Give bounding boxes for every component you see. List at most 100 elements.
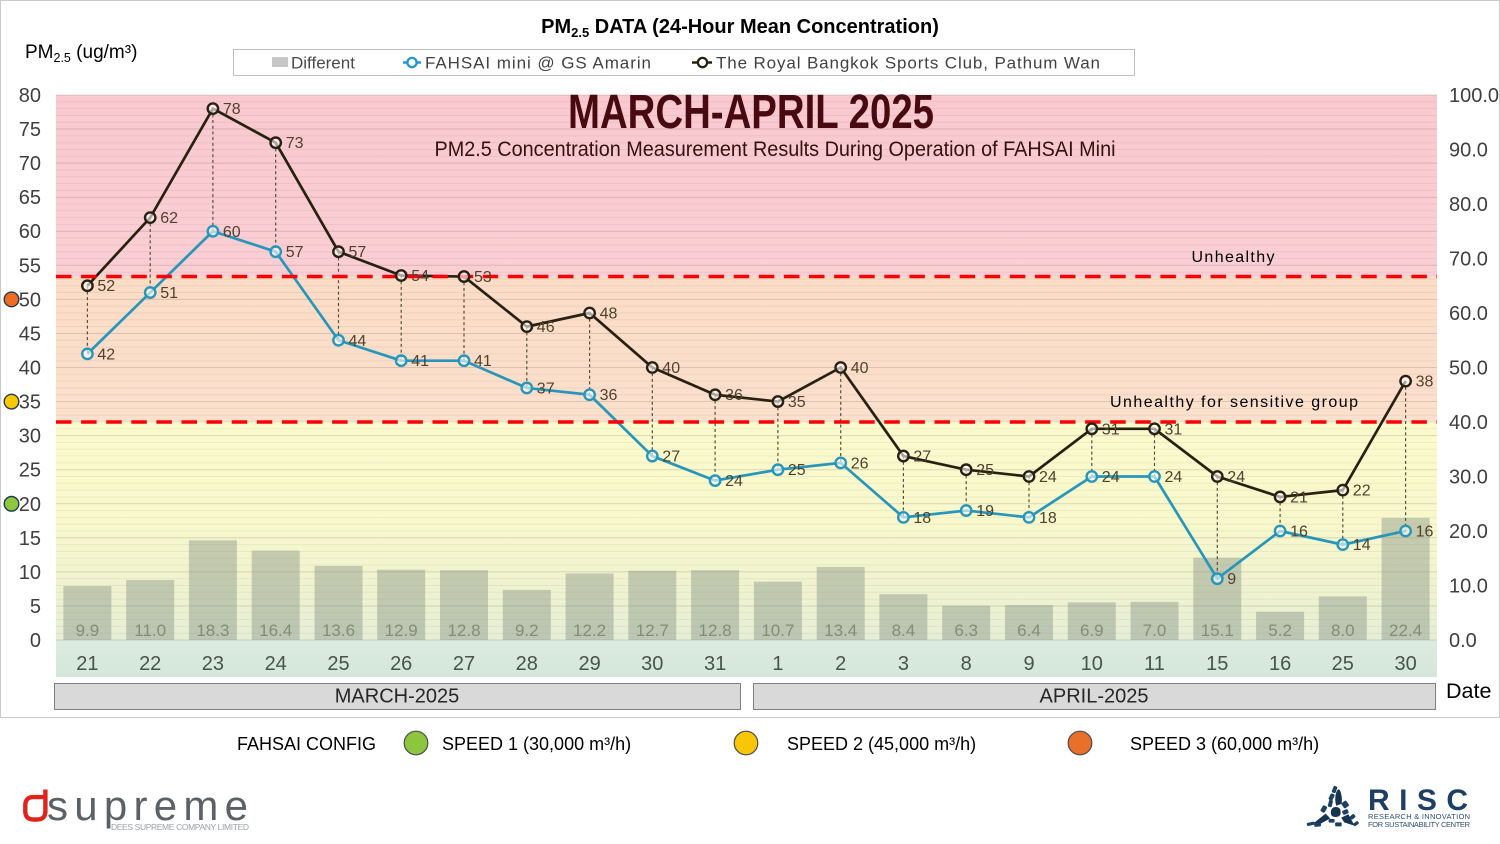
svg-text:PM2.5 DATA (24-Hour Mean Conce: PM2.5 DATA (24-Hour Mean Concentration): [541, 16, 939, 40]
svg-text:51: 51: [160, 285, 178, 302]
svg-text:100.0: 100.0: [1449, 85, 1499, 107]
svg-text:27: 27: [913, 449, 931, 466]
svg-text:30: 30: [19, 426, 41, 448]
svg-text:SPEED 1 (30,000 m³/h): SPEED 1 (30,000 m³/h): [442, 734, 631, 754]
svg-text:38: 38: [1416, 374, 1434, 391]
svg-text:27: 27: [662, 449, 680, 466]
svg-text:25: 25: [19, 460, 41, 482]
svg-text:53: 53: [474, 269, 492, 286]
svg-text:73: 73: [286, 135, 304, 152]
svg-text:12.7: 12.7: [636, 621, 669, 640]
svg-text:20.0: 20.0: [1449, 521, 1488, 543]
svg-text:10.0: 10.0: [1449, 576, 1488, 598]
svg-text:41: 41: [474, 353, 492, 370]
svg-text:40.0: 40.0: [1449, 412, 1488, 434]
svg-text:16: 16: [1290, 524, 1308, 541]
svg-text:5.2: 5.2: [1268, 621, 1292, 640]
svg-text:10: 10: [19, 562, 41, 584]
svg-text:2: 2: [835, 653, 846, 675]
svg-text:MARCH-2025: MARCH-2025: [335, 686, 459, 708]
svg-text:78: 78: [223, 101, 241, 118]
svg-text:60.0: 60.0: [1449, 303, 1488, 325]
svg-text:41: 41: [411, 353, 429, 370]
svg-text:8: 8: [961, 653, 972, 675]
svg-text:9.2: 9.2: [515, 621, 539, 640]
svg-text:36: 36: [600, 387, 618, 404]
svg-text:22.4: 22.4: [1389, 621, 1422, 640]
svg-text:40: 40: [662, 360, 680, 377]
svg-text:Date: Date: [1446, 679, 1491, 703]
svg-text:3: 3: [898, 653, 909, 675]
svg-text:48: 48: [600, 306, 618, 323]
svg-text:RISC: RISC: [1368, 784, 1468, 817]
svg-text:Unhealthy: Unhealthy: [1192, 249, 1275, 266]
svg-text:25: 25: [327, 653, 349, 675]
svg-text:70.0: 70.0: [1449, 249, 1488, 271]
svg-text:21: 21: [1290, 489, 1308, 506]
svg-text:30: 30: [641, 653, 663, 675]
svg-text:16: 16: [1269, 653, 1291, 675]
svg-text:25: 25: [788, 462, 806, 479]
svg-text:19: 19: [976, 503, 994, 520]
svg-text:APRIL-2025: APRIL-2025: [1040, 686, 1149, 708]
svg-text:35: 35: [788, 394, 806, 411]
svg-text:11: 11: [1144, 653, 1165, 675]
svg-text:6.4: 6.4: [1017, 621, 1041, 640]
svg-text:75: 75: [19, 119, 41, 141]
svg-text:42: 42: [97, 346, 115, 363]
svg-text:6.3: 6.3: [954, 621, 978, 640]
svg-text:52: 52: [97, 278, 115, 295]
svg-text:13.4: 13.4: [824, 621, 857, 640]
svg-text:24: 24: [1039, 469, 1057, 486]
svg-text:18: 18: [1039, 510, 1057, 527]
svg-text:DEES SUPREME COMPANY LIMITED: DEES SUPREME COMPANY LIMITED: [111, 822, 249, 832]
svg-text:11.0: 11.0: [134, 621, 166, 640]
svg-text:5: 5: [30, 596, 41, 618]
svg-text:24: 24: [725, 473, 743, 490]
svg-text:SPEED 2 (45,000 m³/h): SPEED 2 (45,000 m³/h): [787, 734, 976, 754]
svg-text:16: 16: [1416, 524, 1434, 541]
svg-text:60: 60: [223, 224, 241, 241]
svg-text:22: 22: [139, 653, 161, 675]
svg-text:PM2.5 (ug/m³): PM2.5 (ug/m³): [25, 42, 137, 65]
svg-text:44: 44: [349, 333, 367, 350]
svg-text:26: 26: [390, 653, 412, 675]
svg-text:70: 70: [19, 153, 41, 175]
svg-text:24: 24: [1102, 469, 1120, 486]
svg-text:8.4: 8.4: [892, 621, 916, 640]
svg-text:57: 57: [286, 244, 304, 261]
svg-text:SPEED 3 (60,000 m³/h): SPEED 3 (60,000 m³/h): [1130, 734, 1319, 754]
svg-text:46: 46: [537, 319, 555, 336]
svg-text:45: 45: [19, 323, 41, 345]
svg-text:80.0: 80.0: [1449, 194, 1488, 216]
svg-text:25: 25: [976, 462, 994, 479]
svg-text:21: 21: [76, 653, 98, 675]
svg-text:31: 31: [704, 653, 726, 675]
svg-text:24: 24: [265, 653, 287, 675]
svg-text:12.9: 12.9: [385, 621, 418, 640]
svg-text:24: 24: [1227, 469, 1245, 486]
svg-text:31: 31: [1165, 421, 1183, 438]
svg-text:9: 9: [1227, 571, 1236, 588]
svg-text:31: 31: [1102, 421, 1120, 438]
svg-text:13.6: 13.6: [322, 621, 355, 640]
svg-text:FOR SUSTAINABILITY CENTER: FOR SUSTAINABILITY CENTER: [1368, 820, 1471, 829]
svg-text:16.4: 16.4: [259, 621, 292, 640]
svg-text:29: 29: [578, 653, 600, 675]
svg-text:50.0: 50.0: [1449, 358, 1488, 380]
svg-text:12.8: 12.8: [447, 621, 480, 640]
svg-text:0.0: 0.0: [1449, 630, 1477, 652]
svg-text:62: 62: [160, 210, 178, 227]
svg-text:15: 15: [1206, 653, 1228, 675]
svg-text:27: 27: [453, 653, 475, 675]
svg-text:28: 28: [516, 653, 538, 675]
svg-text:22: 22: [1353, 483, 1371, 500]
svg-text:12.2: 12.2: [573, 621, 606, 640]
svg-text:10: 10: [1081, 653, 1103, 675]
svg-text:14: 14: [1353, 537, 1371, 554]
svg-text:12.8: 12.8: [699, 621, 732, 640]
svg-text:40: 40: [19, 358, 41, 380]
svg-text:24: 24: [1165, 469, 1183, 486]
svg-text:Unhealthy for sensitive group: Unhealthy for sensitive group: [1110, 394, 1358, 411]
svg-text:30.0: 30.0: [1449, 467, 1488, 489]
